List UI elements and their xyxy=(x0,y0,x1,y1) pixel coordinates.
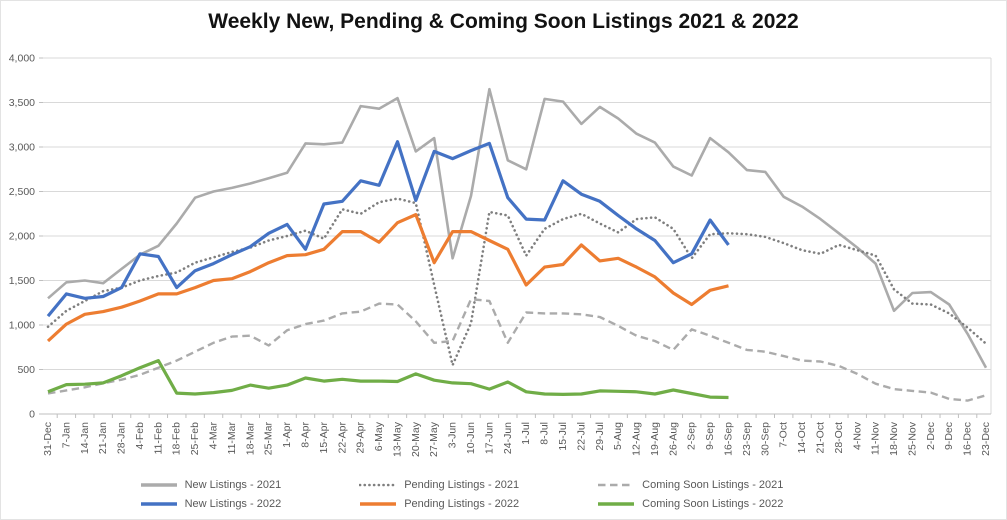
x-axis-label: 14-Jan xyxy=(79,422,91,454)
legend-item-pending-listings-2022: Pending Listings - 2022 xyxy=(359,498,519,510)
x-axis-label: 16-Sep xyxy=(723,422,735,456)
x-axis-label: 21-Jan xyxy=(97,422,109,454)
x-axis-label: 1-Jul xyxy=(520,422,532,445)
legend-label: Pending Listings - 2021 xyxy=(404,479,520,491)
x-axis-label: 16-Dec xyxy=(962,422,974,456)
legend-label: New Listings - 2022 xyxy=(184,498,282,510)
y-axis-label: 1,500 xyxy=(9,275,35,287)
x-axis-label: 29-Jul xyxy=(594,422,606,451)
x-axis-label: 29-Apr xyxy=(355,421,367,453)
x-axis-label: 7-Jan xyxy=(60,422,72,448)
x-axis-label: 25-Nov xyxy=(906,421,918,456)
legend-label: Coming Soon Listings - 2022 xyxy=(642,498,784,510)
x-axis-label: 15-Apr xyxy=(318,421,330,453)
x-axis-label: 20-May xyxy=(410,421,422,457)
chart-legend: New Listings - 2021 Pending Listings - 20… xyxy=(1,479,1006,510)
x-axis-label: 28-Oct xyxy=(833,422,845,454)
y-axis-label: 500 xyxy=(17,364,35,376)
chart-title: Weekly New, Pending & Coming Soon Listin… xyxy=(208,10,799,33)
legend-item-coming-soon-listings-2022: Coming Soon Listings - 2022 xyxy=(597,498,783,510)
x-axis-label: 24-Jun xyxy=(502,422,514,454)
x-axis-label: 8-Apr xyxy=(299,422,311,448)
x-axis-label: 2-Sep xyxy=(686,422,698,450)
legend-label: New Listings - 2021 xyxy=(184,479,282,491)
legend-swatch xyxy=(140,483,177,487)
x-axis-label: 5-Aug xyxy=(612,422,624,450)
x-axis-label: 19-Aug xyxy=(649,422,661,456)
legend-swatch xyxy=(598,483,635,487)
series-line-coming-soon-listings-2022 xyxy=(47,359,729,400)
series-line-coming-soon-listings-2021 xyxy=(47,298,987,402)
legend-swatch xyxy=(140,502,177,506)
x-axis-label: 27-May xyxy=(428,421,440,457)
legend-label: Pending Listings - 2022 xyxy=(404,498,520,510)
x-axis-label: 3-Jun xyxy=(447,422,459,448)
x-axis-label: 13-May xyxy=(391,421,403,457)
x-axis-label: 11-Feb xyxy=(152,422,164,455)
x-axis-label: 9-Sep xyxy=(704,422,716,450)
x-axis-label: 7-Oct xyxy=(778,422,790,448)
x-axis-label: 18-Nov xyxy=(888,421,900,456)
legend-swatch xyxy=(598,502,635,506)
legend-swatch xyxy=(359,483,398,487)
x-axis-label: 30-Sep xyxy=(759,422,771,456)
y-axis-label: 2,500 xyxy=(9,186,35,198)
x-axis-label: 4-Mar xyxy=(208,421,220,449)
x-axis-label: 1-Apr xyxy=(281,422,293,448)
x-axis-label: 31-Dec xyxy=(42,422,54,456)
x-axis-label: 18-Mar xyxy=(244,422,256,456)
x-axis-label: 25-Feb xyxy=(189,422,201,455)
x-axis-label: 22-Apr xyxy=(336,421,348,453)
legend-item-new-listings-2022: New Listings - 2022 xyxy=(140,498,282,510)
x-axis-label: 8-Jul xyxy=(539,422,551,445)
legend-row: New Listings - 2021 Pending Listings - 20… xyxy=(140,479,783,491)
x-axis-label: 10-Jun xyxy=(465,422,477,454)
x-axis-label: 11-Mar xyxy=(226,422,238,455)
x-axis-label: 12-Aug xyxy=(631,422,643,456)
legend-swatch xyxy=(360,502,397,506)
x-axis-label: 23-Sep xyxy=(741,422,753,456)
x-axis-label: 11-Nov xyxy=(870,421,882,455)
x-axis-label: 4-Feb xyxy=(134,422,146,450)
x-axis-label: 21-Oct xyxy=(814,422,826,454)
x-axis-label: 6-May xyxy=(373,421,385,451)
legend-item-new-listings-2021: New Listings - 2021 xyxy=(140,479,282,491)
legend-label: Coming Soon Listings - 2021 xyxy=(642,479,784,491)
y-axis-label: 0 xyxy=(29,409,35,421)
x-axis-label: 22-Jul xyxy=(575,422,587,451)
x-axis-label: 25-Mar xyxy=(263,422,275,456)
x-axis-label: 26-Aug xyxy=(667,422,679,456)
chart-plot: 4,0003,5003,0002,5002,0001,5001,00050003… xyxy=(9,53,992,458)
x-axis-label: 9-Dec xyxy=(943,422,955,450)
x-axis-label: 28-Jan xyxy=(116,422,128,454)
legend-row: New Listings - 2022 Pending Listings - 20… xyxy=(140,498,783,510)
x-axis-label: 15-Jul xyxy=(557,422,569,451)
y-axis-label: 4,000 xyxy=(9,53,35,65)
y-axis-label: 3,500 xyxy=(9,97,35,109)
x-axis-label: 14-Oct xyxy=(796,422,808,454)
y-axis-label: 3,000 xyxy=(9,142,35,154)
legend-item-coming-soon-listings-2021: Coming Soon Listings - 2021 xyxy=(597,479,783,491)
x-axis-label: 2-Dec xyxy=(925,422,937,450)
series-line-new-listings-2021 xyxy=(47,87,988,369)
y-axis-label: 2,000 xyxy=(9,231,35,243)
y-axis-label: 1,000 xyxy=(9,320,35,332)
x-axis-label: 4-Nov xyxy=(851,421,863,450)
legend-item-pending-listings-2021: Pending Listings - 2021 xyxy=(359,479,519,491)
x-axis-label: 18-Feb xyxy=(171,422,183,455)
x-axis-label: 17-Jun xyxy=(483,422,495,454)
series-line-new-listings-2022 xyxy=(46,140,730,318)
series-line-pending-listings-2021 xyxy=(46,197,988,367)
x-axis-label: 23-Dec xyxy=(980,422,992,456)
series-line-pending-listings-2022 xyxy=(46,213,729,343)
